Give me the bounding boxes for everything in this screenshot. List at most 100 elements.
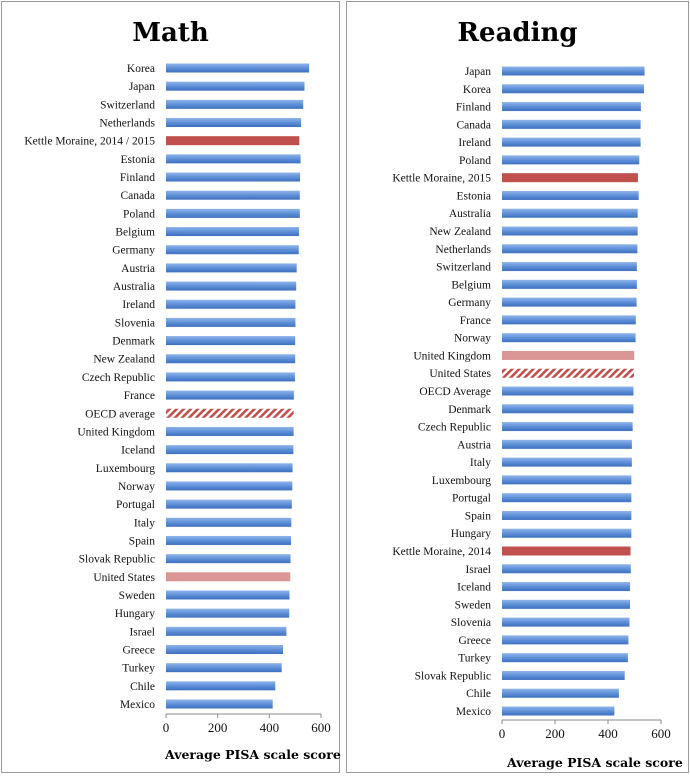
- reading-x-tick-label: 400: [598, 726, 618, 741]
- math-category-label: Turkey: [122, 663, 155, 675]
- reading-bar-finland: [502, 102, 641, 112]
- math-bar-germany: [166, 245, 299, 255]
- math-x-axis-label: Average PISA scale score: [165, 747, 341, 762]
- reading-bar-oecd-average: [502, 386, 634, 396]
- reading-category-label: Spain: [465, 510, 491, 522]
- math-bar-italy: [166, 517, 292, 527]
- math-category-label: Italy: [134, 517, 155, 529]
- reading-bar-italy: [502, 457, 632, 467]
- reading-bar-france: [502, 315, 636, 325]
- reading-bar-denmark: [502, 404, 634, 414]
- reading-bar-portugal: [502, 493, 632, 503]
- reading-bar-luxembourg: [502, 475, 632, 485]
- reading-category-label: Luxembourg: [432, 475, 491, 487]
- math-bar-netherlands: [166, 118, 302, 128]
- reading-category-label: Ireland: [458, 137, 491, 149]
- reading-bar-mexico: [502, 706, 615, 716]
- math-bar-united-kingdom: [166, 426, 294, 436]
- math-category-label: Czech Republic: [82, 372, 155, 384]
- math-category-label: Finland: [120, 172, 155, 184]
- math-category-label: OECD average: [85, 408, 155, 420]
- math-category-label: Greece: [122, 644, 155, 656]
- math-bar-austria: [166, 263, 297, 273]
- reading-x-tick-label: 0: [499, 726, 506, 741]
- math-bar-australia: [166, 281, 297, 291]
- reading-category-label: Poland: [459, 155, 491, 167]
- math-category-label: Korea: [127, 63, 155, 75]
- reading-category-label: Canada: [457, 119, 491, 131]
- math-bar-mexico: [166, 699, 273, 709]
- math-bar-estonia: [166, 154, 301, 164]
- math-bar-united-states: [166, 572, 291, 582]
- reading-bar-greece: [502, 635, 629, 645]
- reading-category-label: Norway: [454, 333, 491, 345]
- math-bar-portugal: [166, 499, 292, 509]
- math-category-label: New Zealand: [93, 354, 155, 366]
- reading-category-label: Australia: [449, 208, 491, 220]
- math-category-label: Israel: [129, 626, 155, 638]
- math-bar-spain: [166, 535, 292, 545]
- math-bar-finland: [166, 172, 301, 182]
- math-category-label: Belgium: [115, 227, 155, 239]
- math-x-tick-label: 0: [163, 720, 170, 735]
- math-bar-belgium: [166, 227, 300, 237]
- math-bar-chile: [166, 681, 276, 691]
- reading-chart-panel: Reading Japan Korea Finland Canada Ireland Po…: [346, 1, 689, 773]
- math-bar-slovenia: [166, 317, 296, 327]
- reading-bar-united-kingdom: [502, 350, 635, 360]
- math-category-label: Canada: [121, 190, 155, 202]
- reading-bar-austria: [502, 439, 632, 449]
- reading-category-label: OECD Average: [419, 386, 491, 398]
- math-category-label: Hungary: [115, 608, 155, 620]
- math-bar-slovak-republic: [166, 554, 291, 564]
- math-bar-czech-republic: [166, 372, 295, 382]
- math-category-label: Ireland: [122, 299, 155, 311]
- reading-bar-netherlands: [502, 244, 638, 254]
- reading-bar-israel: [502, 564, 631, 574]
- reading-category-label: Germany: [448, 297, 491, 309]
- math-category-label: Japan: [129, 81, 155, 93]
- math-chart-panel: Math Korea Japan Switzerland Netherlands Ket…: [1, 1, 341, 773]
- math-category-label: Slovenia: [115, 317, 155, 329]
- math-bar-norway: [166, 481, 293, 491]
- reading-bar-sweden: [502, 599, 630, 609]
- reading-bar-norway: [502, 333, 636, 343]
- reading-category-label: Mexico: [456, 706, 491, 718]
- math-category-label: Denmark: [112, 336, 155, 348]
- math-category-label: Kettle Moraine, 2014 / 2015: [24, 136, 155, 148]
- reading-bar-new-zealand: [502, 226, 638, 236]
- math-x-tick-label: 400: [260, 720, 280, 735]
- reading-bar-kettle-moraine-2015: [502, 173, 638, 183]
- reading-bar-slovenia: [502, 617, 630, 627]
- reading-bar-estonia: [502, 190, 639, 200]
- math-bar-turkey: [166, 663, 282, 673]
- reading-category-label: Austria: [457, 439, 491, 451]
- math-category-label: Switzerland: [100, 99, 155, 111]
- reading-bar-iceland: [502, 582, 630, 592]
- reading-category-label: Greece: [458, 635, 491, 647]
- reading-category-label: New Zealand: [429, 226, 491, 238]
- reading-bar-hungary: [502, 528, 632, 538]
- reading-bar-ireland: [502, 137, 641, 147]
- reading-bar-spain: [502, 510, 632, 520]
- math-category-label: Sweden: [119, 590, 156, 602]
- reading-bar-germany: [502, 297, 637, 307]
- reading-category-label: Israel: [465, 564, 491, 576]
- reading-x-axis-label: Average PISA scale score: [507, 755, 683, 770]
- reading-bar-australia: [502, 208, 638, 218]
- math-bar-iceland: [166, 445, 294, 455]
- reading-category-label: Kettle Moraine, 2014: [392, 546, 491, 558]
- reading-bar-kettle-moraine-2014: [502, 546, 631, 556]
- math-category-label: France: [124, 390, 155, 402]
- reading-bar-switzerland: [502, 262, 637, 272]
- reading-bar-chart: Japan Korea Finland Canada Ireland Poland Kett…: [392, 66, 670, 741]
- math-bar-israel: [166, 626, 287, 636]
- math-bar-luxembourg: [166, 463, 293, 473]
- reading-bar-chile: [502, 688, 619, 698]
- reading-category-label: United Kingdom: [413, 350, 491, 362]
- reading-category-label: Italy: [470, 457, 491, 469]
- math-category-label: Norway: [118, 481, 155, 493]
- math-bar-chart: Korea Japan Switzerland Netherlands Kettle M…: [24, 63, 330, 735]
- math-bar-sweden: [166, 590, 290, 600]
- reading-bar-korea: [502, 84, 645, 94]
